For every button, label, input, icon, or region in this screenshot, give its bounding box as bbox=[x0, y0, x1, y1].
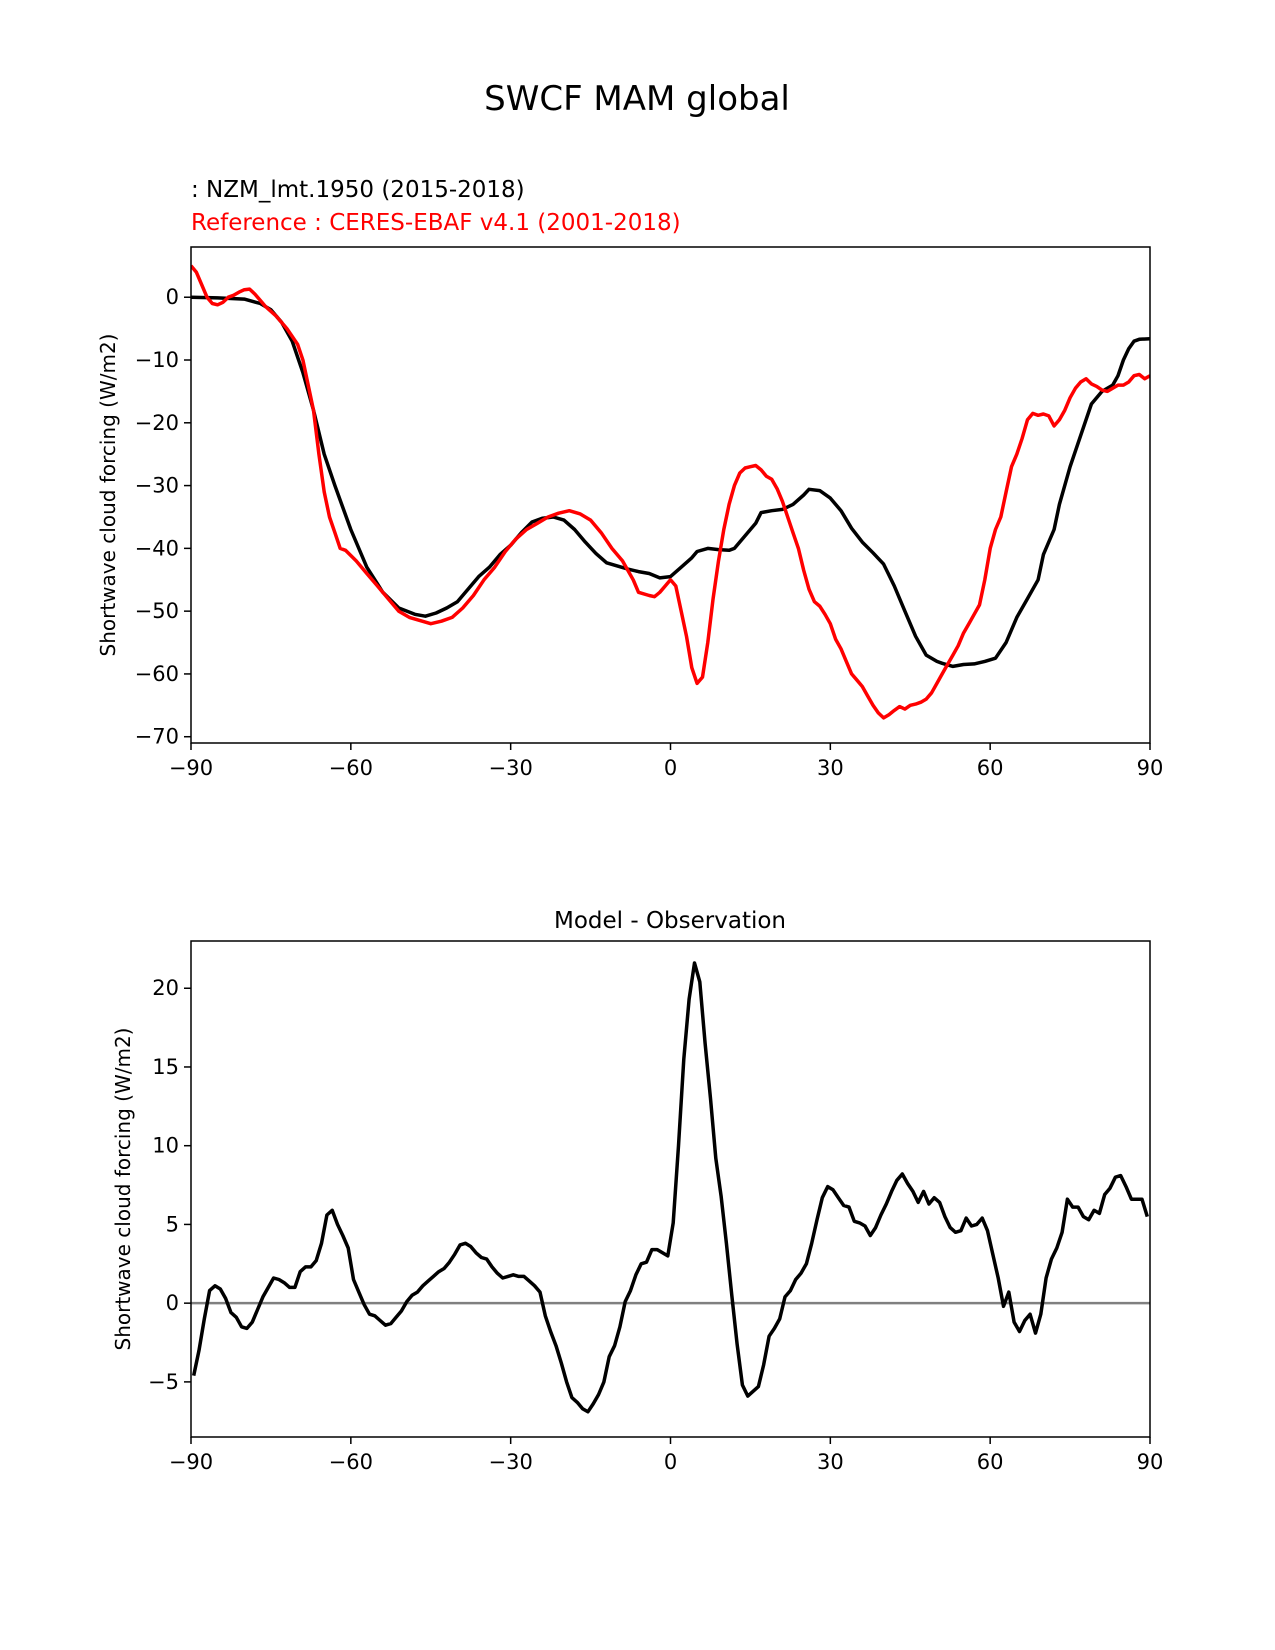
y-tick-label: −40 bbox=[135, 536, 179, 560]
chart-bottom: Model - Observation −90 −60 −30 0 30 60 90 20 15… bbox=[111, 908, 1163, 1474]
y-tick-label: −30 bbox=[135, 474, 179, 498]
x-tick-label: 90 bbox=[1137, 1450, 1164, 1474]
chart-top: : NZM_lmt.1950 (2015-2018) Reference : C… bbox=[96, 177, 1164, 780]
y-tick-label: 5 bbox=[166, 1212, 179, 1236]
x-tick-label: −60 bbox=[329, 1450, 373, 1474]
y-tick-label: 0 bbox=[166, 1291, 179, 1315]
x-tick-label: 60 bbox=[977, 756, 1004, 780]
series-line-1-0 bbox=[191, 961, 1149, 1414]
x-tick-label: 30 bbox=[817, 1450, 844, 1474]
x-tick-label: 30 bbox=[817, 756, 844, 780]
bottom-series-group bbox=[191, 961, 1149, 1414]
top-series-group bbox=[191, 264, 1150, 720]
y-tick-label: −10 bbox=[135, 348, 179, 372]
series-line-0-0 bbox=[191, 295, 1150, 669]
bottom-plot-frame bbox=[190, 940, 1151, 1438]
bottom-ylabel: Shortwave cloud forcing (W/m2) bbox=[111, 1028, 135, 1351]
y-tick-label: 10 bbox=[152, 1134, 179, 1158]
y-tick-label: −50 bbox=[135, 599, 179, 623]
bottom-axes: −90 −60 −30 0 30 60 90 20 15 10 5 0 −5 bbox=[148, 976, 1163, 1474]
legend-line-model: : NZM_lmt.1950 (2015-2018) bbox=[191, 177, 525, 203]
y-tick-label: 15 bbox=[152, 1055, 179, 1079]
y-tick-label: −60 bbox=[135, 662, 179, 686]
x-tick-label: −90 bbox=[169, 756, 213, 780]
legend-line-reference: Reference : CERES-EBAF v4.1 (2001-2018) bbox=[191, 210, 681, 236]
figure-title: SWCF MAM global bbox=[484, 79, 790, 119]
top-ylabel: Shortwave cloud forcing (W/m2) bbox=[96, 334, 120, 657]
x-tick-label: −60 bbox=[329, 756, 373, 780]
y-tick-label: −5 bbox=[148, 1370, 179, 1394]
y-tick-label: −70 bbox=[135, 725, 179, 749]
x-tick-label: 0 bbox=[664, 756, 677, 780]
top-axes: −90 −60 −30 0 30 60 90 0 −10 −20 −30 −40 −50 −60 −70 bbox=[135, 285, 1164, 780]
x-tick-label: 60 bbox=[977, 1450, 1004, 1474]
bottom-chart-title: Model - Observation bbox=[554, 908, 786, 934]
series-line-0-1 bbox=[191, 264, 1150, 720]
x-tick-label: −30 bbox=[489, 756, 533, 780]
y-tick-label: −20 bbox=[135, 411, 179, 435]
x-tick-label: −90 bbox=[169, 1450, 213, 1474]
y-tick-label: 0 bbox=[166, 285, 179, 309]
x-tick-label: −30 bbox=[489, 1450, 533, 1474]
x-tick-label: 90 bbox=[1137, 756, 1164, 780]
y-tick-label: 20 bbox=[152, 976, 179, 1000]
x-tick-label: 0 bbox=[664, 1450, 677, 1474]
